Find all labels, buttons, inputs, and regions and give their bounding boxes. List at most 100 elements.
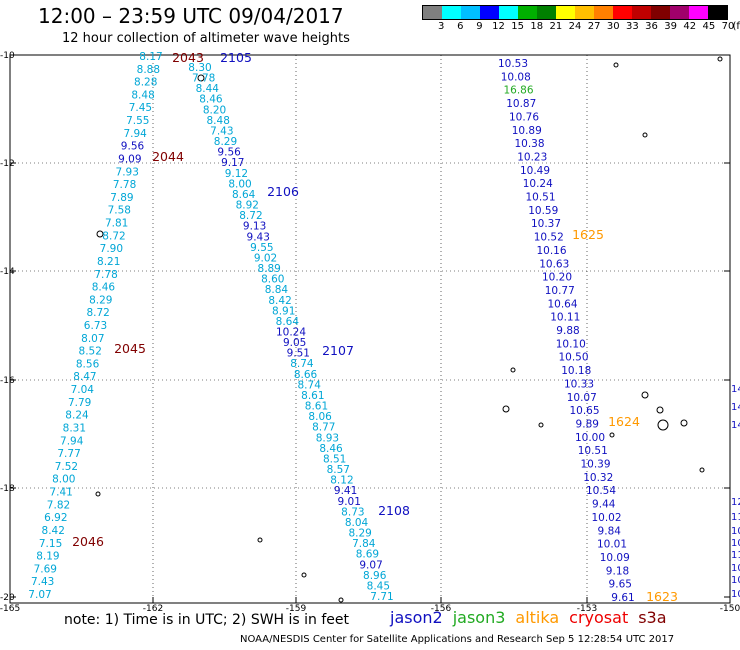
track-value: 10.07 (567, 392, 597, 404)
track-value: 8.46 (319, 443, 343, 455)
track-value: 8.00 (228, 178, 251, 190)
lat-label: -18 (0, 484, 15, 494)
island (642, 132, 648, 138)
track-value: 10.37 (531, 218, 561, 230)
track-value: 8.64 (276, 316, 300, 328)
track-value: 7.43 (31, 576, 54, 588)
track-value: 8.77 (312, 422, 335, 434)
track-value: 10.33 (564, 378, 594, 390)
track-value: 7.71 (370, 591, 393, 603)
track-value: 9.09 (118, 153, 141, 165)
island (257, 537, 263, 543)
track-value: 10.77 (545, 285, 575, 297)
edge-value: 12 (731, 497, 740, 508)
track-value: 8.61 (301, 390, 324, 402)
color-swatch (689, 6, 708, 19)
color-scale-label: 24 (568, 21, 582, 32)
track-value: 9.17 (221, 157, 244, 169)
track-value: 9.65 (609, 579, 632, 591)
track-value: 10.59 (528, 205, 558, 217)
track-value: 10.51 (525, 192, 555, 204)
edge-value: 14 (731, 402, 740, 413)
track-value: 8.69 (356, 549, 379, 561)
color-swatch (613, 6, 632, 19)
island (95, 491, 101, 497)
color-scale-label: 12 (492, 21, 505, 32)
lon-label: -153 (577, 604, 597, 614)
track-pass-label: 2105 (220, 50, 252, 65)
island (641, 391, 649, 399)
track-value: 10.00 (575, 432, 605, 444)
track-value: 8.28 (134, 77, 157, 89)
color-scale-label: 70 (721, 21, 735, 32)
track-value: 10.18 (561, 365, 591, 377)
track-value: 6.92 (44, 512, 67, 524)
track-value: 9.07 (359, 559, 382, 571)
track-value: 8.64 (232, 189, 256, 201)
track-value: 8.45 (367, 580, 390, 592)
track-value: 7.07 (28, 589, 51, 601)
track-value: 8.48 (131, 89, 154, 101)
color-scale-label: 45 (702, 21, 716, 32)
track-value: 8.42 (268, 295, 291, 307)
edge-value: 10.0 (731, 526, 740, 537)
island (609, 432, 615, 438)
track-value: 8.91 (272, 305, 295, 317)
track-value: 7.41 (49, 487, 72, 499)
track-value: 7.45 (129, 102, 152, 114)
track-value: 9.56 (121, 141, 145, 153)
track-value: 7.82 (47, 499, 70, 511)
track-value: 7.77 (57, 448, 80, 460)
color-scale-label: 9 (476, 21, 483, 32)
track-pass-label: 1625 (572, 227, 604, 242)
track-value: 9.13 (243, 221, 266, 233)
island (613, 62, 619, 68)
track-value: 8.52 (79, 346, 102, 358)
track-value: 8.06 (308, 411, 332, 423)
track-value: 10.24 (523, 178, 553, 190)
island (301, 572, 307, 578)
edge-value: 10 (731, 589, 740, 600)
edge-value: 11.2 (731, 512, 740, 523)
track-pass-label: 2046 (72, 534, 104, 549)
track-value: 10.52 (534, 232, 564, 244)
track-value: 9.84 (598, 525, 622, 537)
lon-label: -165 (0, 604, 20, 614)
island (656, 406, 664, 414)
track-value: 10.65 (569, 405, 599, 417)
track-value: 8.21 (97, 256, 120, 268)
track-value: 8.74 (290, 358, 314, 370)
edge-value: 10.3 (731, 538, 740, 549)
track-value: 8.73 (341, 506, 364, 518)
track-value: 8.46 (92, 282, 116, 294)
color-scale-label: (ft) (732, 21, 740, 32)
track-value: 7.15 (39, 538, 62, 550)
island (338, 597, 344, 603)
track-value: 8.51 (323, 453, 346, 465)
track-value: 8.60 (261, 274, 284, 286)
island (699, 467, 705, 473)
track-value: 7.84 (352, 538, 376, 550)
altimeter-tracks: 8.178.888.288.487.457.557.949.569.097.93… (28, 51, 634, 604)
color-scale-label: 6 (457, 21, 464, 32)
lat-label: -10 (0, 51, 15, 61)
track-value: 7.78 (192, 73, 215, 85)
track-value: 7.69 (34, 563, 57, 575)
track-value: 8.24 (65, 410, 89, 422)
color-swatch (670, 6, 689, 19)
color-swatch (575, 6, 594, 19)
track-value: 8.07 (81, 333, 104, 345)
track-value: 8.96 (363, 570, 387, 582)
track-value: 8.57 (327, 464, 350, 476)
edge-value: 11.0 (731, 550, 740, 561)
footnote: note: 1) Time is in UTC; 2) SWH is in fe… (64, 612, 350, 628)
track-value: 8.48 (207, 115, 230, 127)
track-value: 8.61 (305, 401, 328, 413)
track-value: 7.79 (68, 397, 91, 409)
track-value: 10.39 (580, 459, 610, 471)
color-swatch (499, 6, 518, 19)
satellite-legend-entry: altika (515, 608, 560, 627)
map-grid (9, 54, 731, 604)
track-pass-label: 2043 (172, 50, 204, 65)
